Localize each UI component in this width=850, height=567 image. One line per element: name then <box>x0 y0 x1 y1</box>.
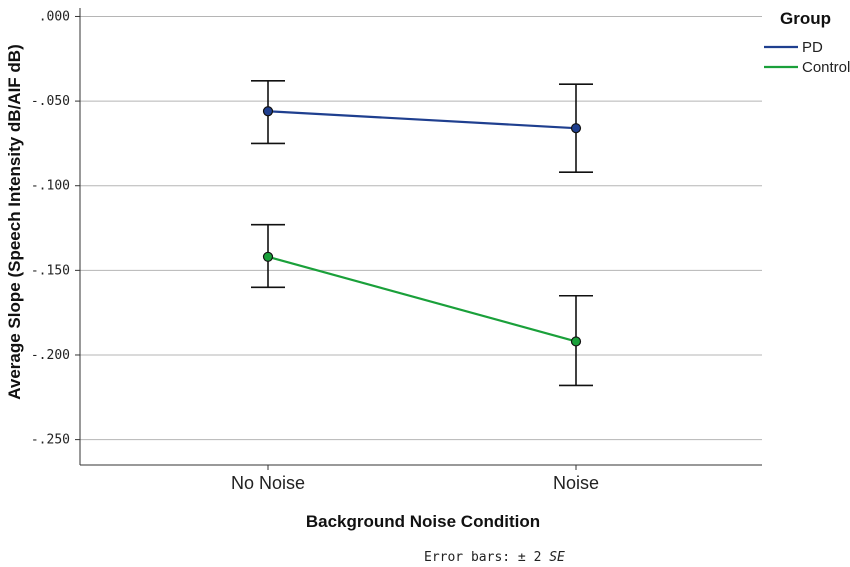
legend: Group PD Control <box>764 9 850 76</box>
series-line <box>267 255 577 343</box>
data-point <box>570 336 582 347</box>
legend-title: Group <box>780 9 831 28</box>
data-point <box>262 106 274 117</box>
x-axis-title: Background Noise Condition <box>306 512 540 531</box>
data-point <box>570 123 582 134</box>
error-bar-note-emphasis: SE <box>549 550 565 565</box>
series <box>251 79 593 387</box>
x-tick-labels: No Noise Noise <box>231 465 599 493</box>
y-tick-label: -.250 <box>31 433 70 448</box>
axes <box>79 8 762 466</box>
y-tick-labels: .000 -.050 -.100 -.150 -.200 -.250 <box>31 9 70 447</box>
y-tick-label: -.050 <box>31 94 70 109</box>
x-tick-label: Noise <box>553 473 599 493</box>
y-tick-label: -.100 <box>31 179 70 194</box>
y-axis-title: Average Slope (Speech Intensity dB/AIF d… <box>5 44 24 400</box>
y-tick-label: -.150 <box>31 263 70 278</box>
x-tick-label: No Noise <box>231 473 305 493</box>
series-control <box>251 223 593 387</box>
y-tick-label: -.200 <box>31 348 70 363</box>
legend-item: Control <box>764 59 850 76</box>
series-line <box>267 110 577 130</box>
error-bar-note-prefix: Error bars: ± 2 <box>424 550 549 565</box>
legend-label: Control <box>802 59 850 76</box>
grid-lines <box>75 15 762 441</box>
data-point <box>262 251 274 262</box>
legend-item: PD <box>764 39 823 56</box>
legend-items: PD Control <box>764 39 850 76</box>
error-bar-note: Error bars: ± 2 SE <box>424 550 565 565</box>
series-pd <box>251 79 593 173</box>
legend-label: PD <box>802 39 823 56</box>
y-tick-label: .000 <box>39 9 70 24</box>
